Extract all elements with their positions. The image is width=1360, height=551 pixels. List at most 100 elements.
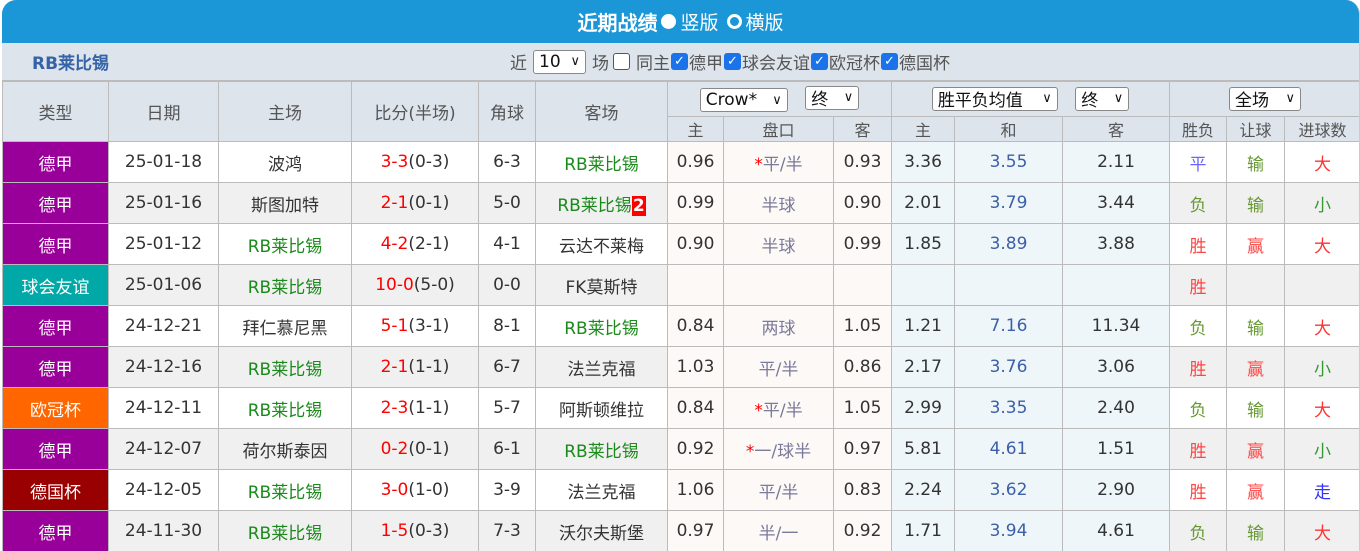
home-team[interactable]: 波鸿 — [218, 141, 352, 183]
home-team[interactable]: RB莱比锡 — [218, 223, 352, 265]
league-type[interactable]: 球会友谊 — [2, 264, 109, 306]
table-row[interactable]: 德甲 24-12-16 RB莱比锡 2-1(1-1) 6-7 法兰克福 1.03… — [2, 346, 1359, 388]
home-team[interactable]: RB莱比锡 — [218, 346, 352, 388]
same-home-checkbox[interactable] — [613, 53, 630, 70]
half-score: (1-1) — [408, 398, 450, 418]
subcol-handicap-away: 客 — [833, 116, 892, 142]
odds-away: 2.90 — [1061, 469, 1171, 511]
handicap-home-odds: 0.84 — [667, 387, 724, 429]
odds-home: 1.71 — [891, 510, 955, 551]
home-team[interactable]: RB莱比锡 — [218, 469, 352, 511]
odds-type-select[interactable]: 胜平负均值 ∨ — [931, 86, 1058, 111]
score-cell: 2-3(1-1) — [351, 387, 479, 429]
away-cell[interactable]: RB莱比锡 — [535, 141, 668, 183]
matches-label: 场 — [592, 54, 609, 74]
home-team[interactable]: 荷尔斯泰因 — [218, 428, 352, 470]
vertical-label[interactable]: 竖版 — [680, 12, 719, 34]
company-select[interactable]: Crow* ∨ — [699, 88, 788, 113]
away-team[interactable]: FK莫斯特 — [565, 277, 638, 298]
horizontal-radio[interactable] — [726, 14, 742, 29]
full-score: 5-1 — [380, 316, 409, 336]
corners: 5-7 — [478, 387, 536, 429]
full-score: 1-5 — [380, 521, 409, 541]
league-checkbox-3[interactable]: ✓ — [881, 53, 898, 70]
home-team[interactable]: 斯图加特 — [218, 182, 352, 224]
odds-draw: 4.61 — [954, 428, 1063, 470]
handicap-away-odds: 0.90 — [833, 182, 892, 224]
away-team[interactable]: 阿斯顿维拉 — [559, 400, 644, 421]
league-type[interactable]: 德甲 — [2, 182, 109, 224]
away-team[interactable]: 法兰克福 — [567, 359, 636, 380]
horizontal-label[interactable]: 横版 — [745, 12, 784, 34]
league-type[interactable]: 德甲 — [2, 346, 109, 388]
match-count-select[interactable]: 10 ∨ — [533, 49, 586, 74]
away-team[interactable]: 沃尔夫斯堡 — [559, 523, 644, 544]
table-row[interactable]: 德甲 24-12-21 拜仁慕尼黑 5-1(3-1) 8-1 RB莱比锡 0.8… — [2, 305, 1359, 347]
league-checkbox-2[interactable]: ✓ — [811, 53, 828, 70]
stage-select-2[interactable]: 终 ∨ — [1075, 86, 1130, 111]
full-score: 2-1 — [380, 357, 409, 377]
period-select[interactable]: 全场 ∨ — [1229, 86, 1302, 111]
table-row[interactable]: 球会友谊 25-01-06 RB莱比锡 10-0(5-0) 0-0 FK莫斯特 … — [2, 264, 1359, 306]
away-cell[interactable]: 沃尔夫斯堡 — [535, 510, 668, 551]
stage-select-1[interactable]: 终 ∨ — [805, 85, 860, 110]
table-row[interactable]: 德甲 24-12-07 荷尔斯泰因 0-2(0-1) 6-1 RB莱比锡 0.9… — [2, 428, 1359, 470]
subcol-odds-home: 主 — [891, 116, 955, 142]
away-team[interactable]: RB莱比锡 — [564, 318, 639, 339]
away-cell[interactable]: RB莱比锡 — [535, 305, 668, 347]
away-cell[interactable]: 法兰克福 — [535, 469, 668, 511]
away-cell[interactable]: FK莫斯特 — [535, 264, 668, 306]
league-type[interactable]: 德甲 — [2, 305, 109, 347]
table-row[interactable]: 欧冠杯 24-12-11 RB莱比锡 2-3(1-1) 5-7 阿斯顿维拉 0.… — [2, 387, 1359, 429]
home-team[interactable]: RB莱比锡 — [218, 387, 352, 429]
away-team[interactable]: RB莱比锡 — [564, 154, 639, 175]
away-team[interactable]: RB莱比锡 — [557, 195, 632, 216]
away-cell[interactable]: RB莱比锡 — [535, 428, 668, 470]
match-date: 24-12-16 — [108, 346, 219, 388]
handicap-result: 赢 — [1226, 469, 1286, 511]
table-row[interactable]: 德甲 25-01-18 波鸿 3-3(0-3) 6-3 RB莱比锡 0.96 *… — [2, 141, 1359, 183]
corners: 6-3 — [478, 141, 536, 183]
odds-draw: 3.76 — [954, 346, 1063, 388]
league-type[interactable]: 德国杯 — [2, 469, 109, 511]
subcol-goals-result: 进球数 — [1284, 116, 1359, 142]
handicap-away-odds: 0.86 — [833, 346, 892, 388]
vertical-radio[interactable] — [661, 14, 677, 29]
away-team[interactable]: 法兰克福 — [567, 482, 636, 503]
corners: 0-0 — [478, 264, 536, 306]
home-team[interactable]: RB莱比锡 — [218, 510, 352, 551]
goals-result: 大 — [1284, 510, 1359, 551]
league-type[interactable]: 德甲 — [2, 510, 109, 551]
away-team[interactable]: 云达不莱梅 — [559, 236, 644, 257]
league-label: 德甲 — [689, 54, 723, 74]
match-table: 类型 日期 主场 比分(半场) 角球 客场 Crow* ∨ 终 ∨ 胜平负均值 ∨ 终… — [2, 81, 1359, 551]
league-type[interactable]: 德甲 — [2, 223, 109, 265]
odds-draw: 3.79 — [954, 182, 1063, 224]
odds-draw — [954, 264, 1063, 306]
away-team[interactable]: RB莱比锡 — [564, 441, 639, 462]
league-type[interactable]: 德甲 — [2, 141, 109, 183]
handicap-line: *平/半 — [723, 387, 834, 429]
home-team[interactable]: 拜仁慕尼黑 — [218, 305, 352, 347]
table-row[interactable]: 德国杯 24-12-05 RB莱比锡 3-0(1-0) 3-9 法兰克福 1.0… — [2, 469, 1359, 511]
half-score: (1-1) — [408, 357, 450, 377]
away-cell[interactable]: 云达不莱梅 — [535, 223, 668, 265]
table-row[interactable]: 德甲 25-01-16 斯图加特 2-1(0-1) 5-0 RB莱比锡2 0.9… — [2, 182, 1359, 224]
handicap-home-odds: 1.06 — [667, 469, 724, 511]
away-cell[interactable]: 阿斯顿维拉 — [535, 387, 668, 429]
goals-result: 大 — [1284, 305, 1359, 347]
handicap-home-odds: 0.90 — [667, 223, 724, 265]
league-type[interactable]: 欧冠杯 — [2, 387, 109, 429]
odds-away: 3.88 — [1061, 223, 1171, 265]
away-cell[interactable]: RB莱比锡2 — [535, 182, 668, 224]
odds-header: 胜平负均值 ∨ 终 ∨ — [890, 81, 1171, 117]
recent-label: 近 — [510, 54, 527, 74]
league-type[interactable]: 德甲 — [2, 428, 109, 470]
home-team[interactable]: RB莱比锡 — [218, 264, 352, 306]
table-row[interactable]: 德甲 24-11-30 RB莱比锡 1-5(0-3) 7-3 沃尔夫斯堡 0.9… — [2, 510, 1359, 551]
league-checkbox-1[interactable]: ✓ — [724, 53, 741, 70]
league-checkbox-0[interactable]: ✓ — [671, 53, 688, 70]
table-row[interactable]: 德甲 25-01-12 RB莱比锡 4-2(2-1) 4-1 云达不莱梅 0.9… — [2, 223, 1359, 265]
odds-draw: 3.55 — [954, 141, 1063, 183]
away-cell[interactable]: 法兰克福 — [535, 346, 668, 388]
